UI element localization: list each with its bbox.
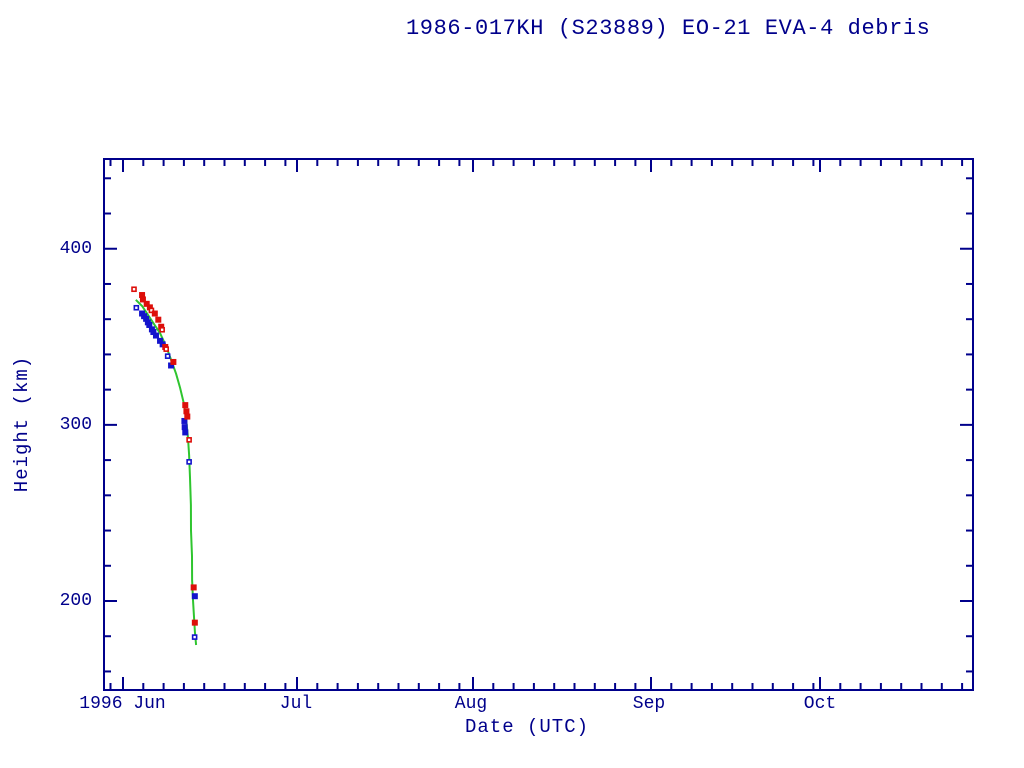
- x-axis-label: Date (UTC): [464, 716, 590, 738]
- y-tick-label-300: 300: [59, 415, 92, 435]
- y-tick-label-200: 200: [59, 591, 92, 611]
- axis-ticks: [104, 159, 973, 690]
- x-tick-label-aug: Aug: [454, 694, 488, 714]
- y-axis-label: Height (km): [11, 355, 33, 493]
- y-tick-label-400: 400: [59, 239, 92, 259]
- data-markers: [131, 286, 198, 640]
- x-tick-label-jul: Jul: [279, 694, 313, 714]
- chart-title: 1986-017KH (S23889) EO-21 EVA-4 debris: [406, 16, 931, 41]
- x-tick-label-jun: 1996 Jun: [79, 694, 166, 714]
- plot-frame: [103, 158, 974, 691]
- x-tick-label-oct: Oct: [803, 694, 837, 714]
- x-tick-label-sep: Sep: [632, 694, 666, 714]
